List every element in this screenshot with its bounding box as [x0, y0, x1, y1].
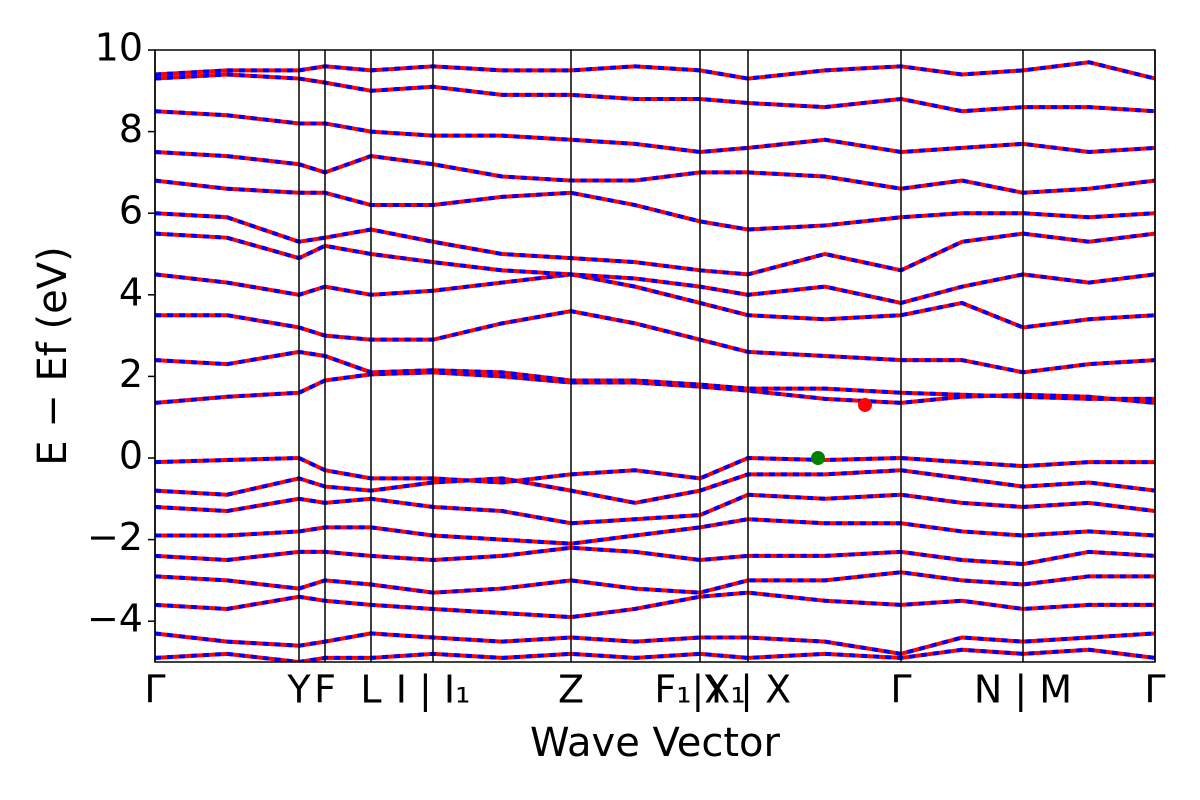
band-line-dashed [155, 517, 1155, 546]
x-tick-label: F₁|X₁ [654, 668, 745, 713]
band-line-dashed [155, 570, 1155, 595]
x-tick-label: Γ [890, 668, 911, 712]
band-line [155, 72, 1155, 114]
plot-frame [154, 49, 1156, 663]
y-tick-label: 6 [119, 189, 143, 233]
x-tick-label: Y [286, 668, 311, 712]
y-tick-label: 10 [95, 26, 143, 70]
x-tick-label: Z [558, 668, 584, 712]
y-tick-label: 4 [119, 270, 143, 314]
band-line [155, 150, 1155, 195]
x-tick-label: N | M [974, 668, 1072, 713]
x-tick-label: Y | X [704, 668, 791, 713]
band-line-dashed [155, 60, 1155, 81]
band-line [155, 370, 1155, 405]
band-line-dashed [155, 178, 1155, 232]
band-line-dashed [155, 647, 1155, 662]
y-tick-label: −4 [87, 597, 143, 641]
band-line-dashed [155, 631, 1155, 656]
band-line-dashed [155, 150, 1155, 195]
band-line-dashed [155, 349, 1155, 401]
y-axis-label: E − Ef (eV) [30, 246, 76, 465]
band-line-dashed [155, 109, 1155, 155]
x-tick-label: Γ [1144, 668, 1165, 712]
band-line-dashed [155, 272, 1155, 330]
band-line-dashed [155, 590, 1155, 620]
band-line-dashed [155, 231, 1155, 306]
band-line-dashed [155, 545, 1155, 567]
y-tick-label: −2 [87, 515, 143, 559]
marker-point [858, 397, 872, 412]
band-line [155, 211, 1155, 277]
x-tick-label: L [360, 668, 381, 712]
band-line [155, 517, 1155, 546]
band-line-dashed [155, 72, 1155, 114]
band-line-dashed [155, 211, 1155, 277]
y-tick-label: 0 [119, 434, 143, 478]
x-tick-label: F [314, 668, 336, 712]
band-line-dashed [155, 370, 1155, 405]
x-axis-label: Wave Vector [530, 720, 781, 766]
y-tick-label: 2 [119, 352, 143, 396]
band-line-dashed [155, 492, 1155, 526]
band-line-dashed [155, 455, 1155, 485]
x-tick-label: I | I₁ [396, 668, 471, 713]
band-line [155, 309, 1155, 375]
x-tick-label: Γ [144, 668, 165, 712]
band-line [155, 468, 1155, 505]
marker-point [811, 451, 825, 465]
y-tick-label: 8 [119, 107, 143, 151]
